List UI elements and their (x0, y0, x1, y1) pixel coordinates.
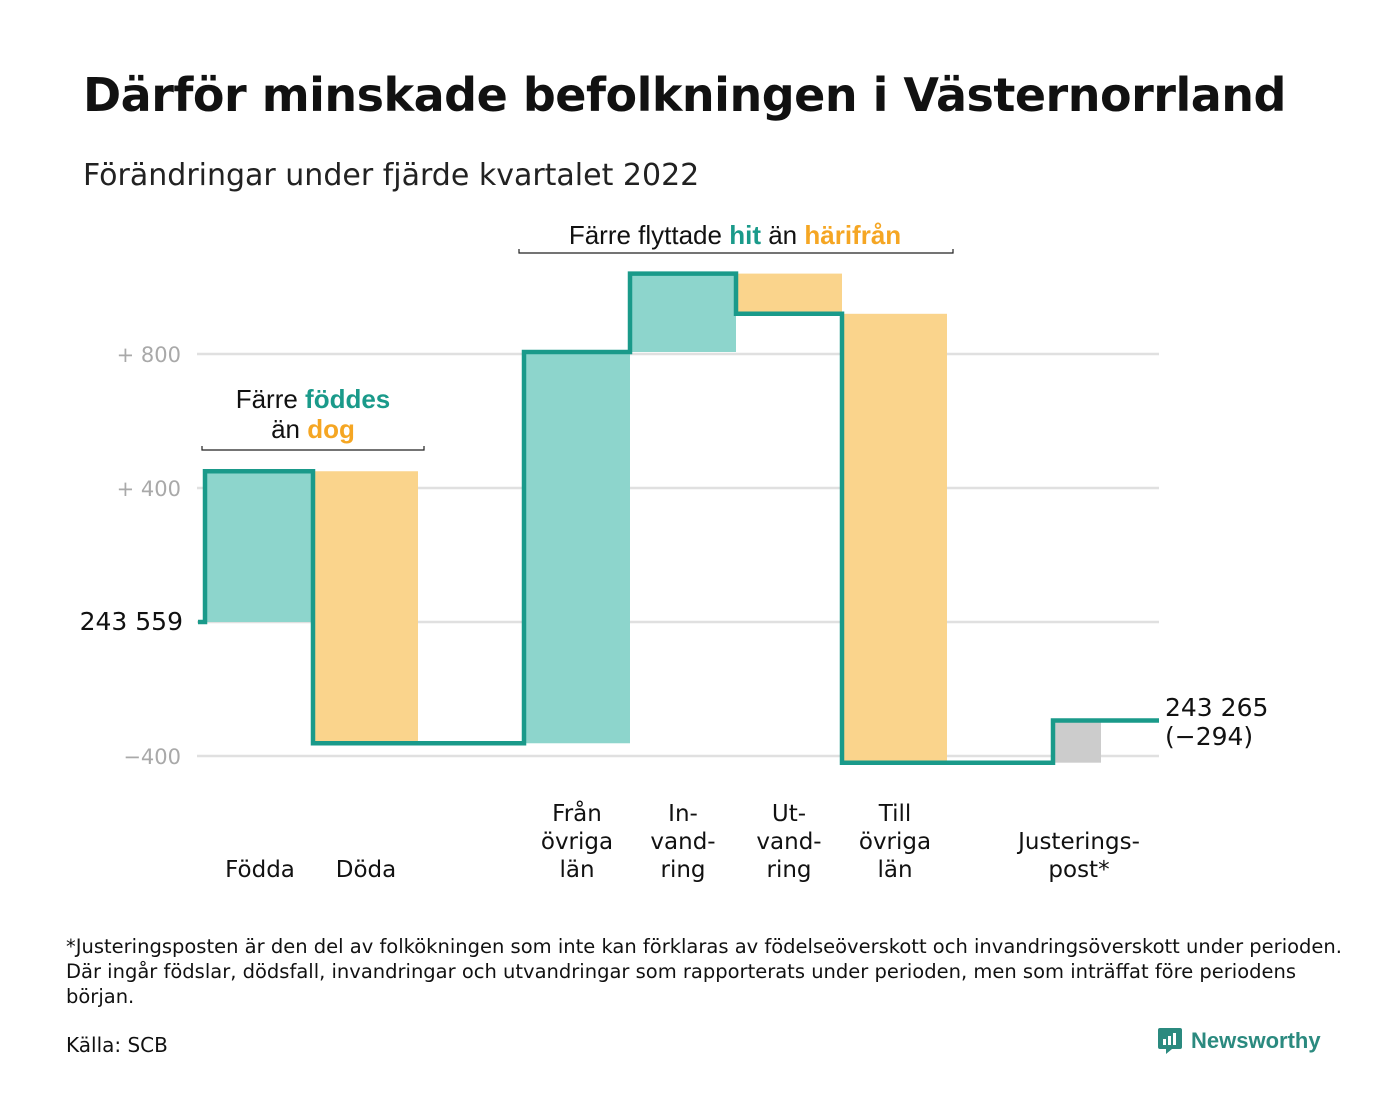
brand-name: Newsworthy (1191, 1028, 1321, 1053)
annotation-segment: Färre flyttade (569, 220, 729, 250)
bar-inflow (205, 471, 313, 622)
chart-subtitle: Förändringar under fjärde kvartalet 2022 (83, 158, 700, 193)
x-category-label: Justerings- (1016, 829, 1140, 855)
y-tick-label: + 400 (117, 477, 181, 501)
x-category-label: övriga (541, 829, 613, 855)
bar-outflow (736, 273, 842, 314)
annotation-segment: än (271, 414, 307, 444)
annotation-line: än dog (271, 414, 355, 444)
end-value-label: 243 265 (1165, 693, 1268, 722)
y-tick-label: −400 (123, 745, 181, 769)
annotation-bracket (201, 446, 425, 451)
start-value-label: 243 559 (80, 607, 183, 636)
chart-title: Därför minskade befolkningen i Västernor… (83, 68, 1286, 122)
x-category-label: ring (766, 857, 811, 883)
annotation-line: Färre flyttade hit än härifrån (569, 220, 901, 250)
x-category-label: post* (1048, 857, 1109, 883)
x-category-label: vand- (756, 829, 821, 855)
newsworthy-logo-icon (1158, 1028, 1182, 1054)
footnote: *Justeringsposten är den del av folkökni… (66, 935, 1342, 1008)
bar-inflow (630, 273, 736, 352)
source-label: Källa: SCB (66, 1033, 168, 1057)
annotation-segment: härifrån (804, 220, 901, 250)
bars (205, 273, 1101, 763)
annotation-segment: föddes (305, 384, 390, 414)
step-line-layer (198, 271, 1159, 765)
end-change-label: (−294) (1165, 722, 1253, 751)
annotation-line: Färre föddes (236, 384, 391, 414)
bar-adjustment (1053, 720, 1101, 763)
bar-outflow (313, 471, 418, 744)
x-category-label: ring (660, 857, 705, 883)
x-category-label: In- (668, 801, 698, 827)
x-category-label: Födda (225, 857, 295, 883)
bar-inflow (524, 351, 630, 744)
x-category-label: län (559, 857, 594, 883)
annotation-segment: än (761, 220, 804, 250)
x-category-label: Döda (336, 857, 396, 883)
y-tick-label: + 800 (117, 343, 181, 367)
step-line (198, 271, 1159, 765)
annotation-segment: hit (729, 220, 761, 250)
x-category-label: län (877, 857, 912, 883)
annotation-bracket (518, 249, 954, 254)
x-category-label: Från (552, 799, 602, 827)
annotation-segment: Färre (236, 384, 305, 414)
annotation-segment: dog (307, 414, 355, 444)
x-category-label: övriga (859, 829, 931, 855)
x-category-label: Ut- (772, 801, 806, 827)
x-category-label: vand- (650, 829, 715, 855)
bar-outflow (842, 313, 947, 763)
brand-logo[interactable]: Newsworthy (1157, 1026, 1321, 1056)
x-category-label: Till (878, 801, 912, 827)
